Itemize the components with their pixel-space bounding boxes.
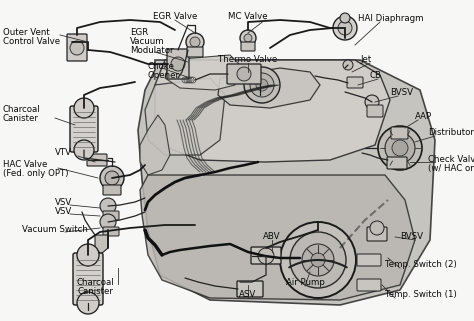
Text: HAC Valve: HAC Valve [3,160,47,169]
Circle shape [343,60,353,70]
Circle shape [105,171,119,185]
Text: ASV: ASV [239,290,256,299]
Text: EGR Valve: EGR Valve [153,12,197,21]
Text: CB: CB [370,71,382,80]
Text: Check Valve: Check Valve [428,155,474,164]
Circle shape [100,214,116,230]
Circle shape [250,73,274,97]
Circle shape [237,67,251,81]
Circle shape [244,34,252,42]
Text: Choke: Choke [148,62,175,71]
Text: AAP: AAP [415,112,432,121]
Text: BVSV: BVSV [390,88,413,97]
Circle shape [74,98,94,118]
FancyBboxPatch shape [103,211,119,220]
Text: Control Valve: Control Valve [3,37,60,46]
Text: VSV: VSV [55,198,72,207]
Circle shape [240,30,256,46]
FancyBboxPatch shape [251,247,281,264]
Text: Air Pump: Air Pump [285,278,324,287]
Text: MC Valve: MC Valve [228,12,268,21]
FancyBboxPatch shape [167,49,189,79]
Polygon shape [95,235,108,254]
Circle shape [256,79,268,91]
FancyBboxPatch shape [67,34,87,61]
Text: Charcoal: Charcoal [3,105,41,114]
Text: VSV: VSV [55,207,72,216]
FancyBboxPatch shape [87,154,107,166]
Circle shape [338,21,352,35]
Text: Temp. Switch (2): Temp. Switch (2) [385,260,457,269]
Circle shape [100,166,124,190]
Circle shape [77,292,99,314]
Text: Modulator: Modulator [130,46,173,55]
Text: Jet: Jet [360,55,371,64]
Circle shape [392,140,408,156]
Circle shape [70,41,84,55]
FancyBboxPatch shape [357,279,381,291]
Circle shape [370,221,384,235]
Polygon shape [140,175,415,300]
Circle shape [186,33,204,51]
Circle shape [190,37,200,47]
FancyBboxPatch shape [391,127,408,139]
Circle shape [280,222,356,298]
Text: Vacuum Switch: Vacuum Switch [22,225,88,234]
Text: EGR: EGR [130,28,148,37]
Text: ABV: ABV [263,232,281,241]
Circle shape [74,140,94,160]
Circle shape [365,95,379,109]
FancyBboxPatch shape [73,253,103,305]
FancyBboxPatch shape [367,227,387,241]
Circle shape [171,57,185,71]
Polygon shape [145,78,225,155]
Text: Canister: Canister [3,114,39,123]
Text: Opener: Opener [148,71,180,80]
Text: Charcoal: Charcoal [76,278,114,287]
Circle shape [340,13,350,23]
FancyBboxPatch shape [103,185,121,195]
Text: (w/ HAC only): (w/ HAC only) [428,164,474,173]
FancyBboxPatch shape [347,77,363,88]
Polygon shape [138,60,435,305]
FancyBboxPatch shape [103,227,119,236]
Circle shape [378,126,422,170]
Circle shape [290,232,346,288]
Circle shape [311,253,325,267]
Text: Temp. Switch (1): Temp. Switch (1) [385,290,457,299]
Polygon shape [155,60,390,162]
Circle shape [333,16,357,40]
Circle shape [258,248,274,264]
FancyBboxPatch shape [237,281,263,297]
FancyBboxPatch shape [357,254,381,266]
Text: Distributor: Distributor [428,128,474,137]
Circle shape [100,198,116,214]
Circle shape [302,244,334,276]
Text: HAI Diaphragm: HAI Diaphragm [358,14,423,23]
FancyBboxPatch shape [187,47,203,57]
Text: Outer Vent: Outer Vent [3,28,50,37]
Polygon shape [218,68,320,108]
Circle shape [244,67,280,103]
Polygon shape [165,55,240,90]
FancyBboxPatch shape [70,106,98,152]
Polygon shape [140,115,170,175]
FancyBboxPatch shape [387,157,407,169]
FancyBboxPatch shape [241,42,255,51]
Text: Canister: Canister [77,287,113,296]
Text: BVSV: BVSV [400,232,423,241]
Text: VTV: VTV [55,148,72,157]
Circle shape [77,244,99,266]
Circle shape [385,133,415,163]
FancyBboxPatch shape [227,64,261,84]
FancyBboxPatch shape [367,105,383,117]
Text: (Fed. only OPT): (Fed. only OPT) [3,169,69,178]
Text: Thermo Valve: Thermo Valve [219,55,278,64]
Text: Vacuum: Vacuum [130,37,164,46]
